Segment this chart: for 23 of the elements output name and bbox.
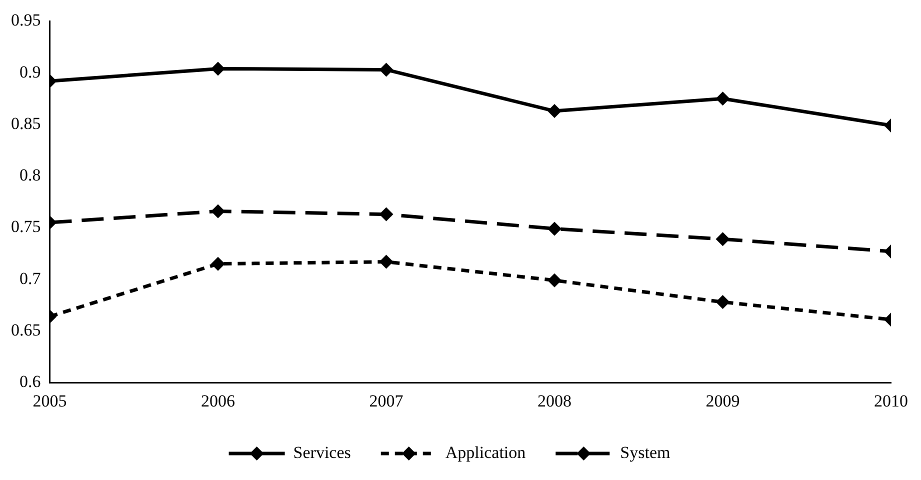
x-tick-label: 2007 (369, 391, 404, 410)
x-tick-label: 2005 (32, 391, 67, 410)
point (548, 222, 562, 236)
legend-label: Application (445, 442, 526, 462)
point (379, 254, 394, 269)
y-tick-label: 0.95 (11, 10, 41, 30)
legend-label: Services (293, 442, 351, 462)
point (379, 207, 394, 222)
y-tick-label: 0.85 (11, 114, 41, 133)
point (548, 273, 562, 288)
x-tick-label: 2009 (706, 391, 740, 410)
x-tick-label: 2008 (538, 391, 572, 410)
y-tick-label: 0.7 (20, 268, 42, 288)
y-tick-label: 0.9 (20, 62, 41, 82)
x-tick-label: 2006 (201, 391, 235, 410)
point (548, 104, 562, 118)
y-tick-label: 0.65 (11, 320, 41, 340)
y-tick-label: 0.75 (11, 217, 41, 236)
y-tick-label: 0.6 (20, 372, 41, 392)
x-tick-label: 2010 (874, 391, 908, 410)
y-tick-label: 0.8 (20, 166, 41, 185)
point (379, 62, 394, 77)
legend-label: System (620, 442, 670, 462)
